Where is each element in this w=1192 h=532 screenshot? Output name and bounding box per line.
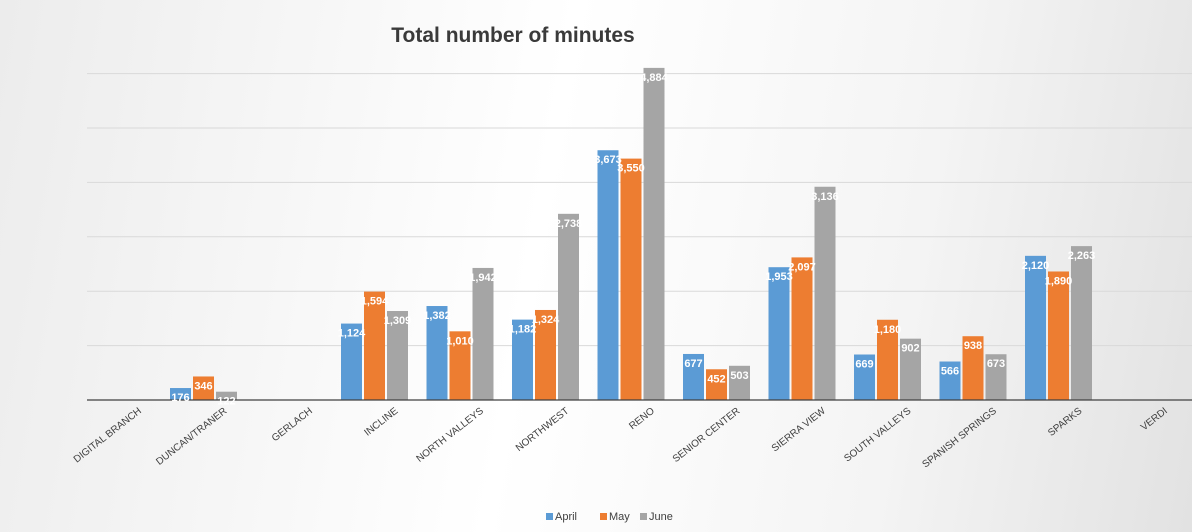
data-label: 3,550	[617, 163, 645, 175]
bar-june	[900, 338, 921, 400]
data-label: 1,953	[765, 271, 793, 283]
bar-june	[472, 267, 494, 400]
bar-may	[706, 369, 727, 400]
data-label: 346	[194, 380, 212, 392]
bar-may	[620, 158, 642, 400]
category-label: SOUTH VALLEYS	[842, 405, 913, 464]
category-label: RENO	[627, 406, 657, 433]
data-label: 1,382	[423, 310, 451, 322]
bar-may	[193, 376, 214, 400]
data-label: 669	[855, 359, 873, 371]
category-label: NORTHWEST	[514, 406, 571, 454]
data-label: 1,890	[1045, 275, 1073, 287]
bar-april	[512, 319, 533, 400]
legend-swatch	[546, 513, 553, 520]
legend-label: May	[609, 511, 630, 523]
data-label: 566	[941, 366, 959, 378]
bar-june	[558, 213, 579, 400]
data-label: 1,324	[532, 314, 560, 326]
data-label: 503	[730, 370, 748, 382]
data-label: 1,942	[469, 272, 497, 284]
legend-swatch	[600, 513, 607, 520]
data-label: 3,673	[594, 154, 622, 166]
data-label: 902	[901, 343, 919, 355]
legend-label: June	[649, 511, 673, 523]
data-label: 1,309	[384, 315, 412, 327]
bar-may	[364, 291, 385, 400]
category-label: DUNCAN/TRANER	[154, 406, 229, 468]
chart-title: Total number of minutes	[391, 24, 634, 47]
bar-april	[939, 361, 961, 400]
data-label: 2,120	[1022, 260, 1050, 272]
bar-june	[985, 354, 1007, 400]
data-label: 673	[987, 358, 1005, 370]
bar-june	[387, 310, 408, 400]
data-label: 2,738	[555, 218, 583, 230]
bar-june	[216, 391, 237, 400]
bar-april	[597, 150, 619, 400]
data-label: 3,136	[811, 191, 839, 203]
legend: April May June	[546, 511, 673, 523]
bars	[170, 67, 1092, 400]
category-label: DIGITAL BRANCH	[72, 406, 144, 466]
category-label: NORTH VALLEYS	[415, 405, 487, 464]
bar-may	[449, 331, 471, 400]
bar-april	[1025, 255, 1046, 400]
category-label: VERDI	[1139, 406, 1170, 433]
category-label: SPARKS	[1046, 406, 1084, 439]
bar-april	[426, 306, 448, 400]
category-label: SIERRA VIEW	[770, 405, 828, 454]
category-label: SPANISH SPRINGS	[920, 405, 999, 470]
category-label: GERLACH	[270, 406, 315, 444]
legend-label: April	[555, 511, 577, 523]
data-labels: 176 1,124 1,382 1,182 3,673 677 1,953 669 566 2,1…	[171, 72, 1095, 408]
data-label: 2,263	[1068, 250, 1096, 262]
bar-june	[729, 365, 750, 400]
data-label: 2,097	[788, 261, 816, 273]
category-labels: DIGITAL BRANCH DUNCAN/TRANER GERLACH INCLIN…	[72, 405, 1170, 470]
data-label: 938	[964, 340, 982, 352]
bar-june	[814, 186, 836, 400]
bar-may	[791, 257, 813, 400]
data-label: 1,182	[509, 324, 537, 336]
bar-april	[768, 267, 790, 400]
bar-may	[535, 309, 556, 400]
bar-may	[877, 319, 898, 400]
legend-swatch	[640, 513, 647, 520]
data-label: 1,124	[338, 328, 366, 340]
category-label: INCLINE	[362, 405, 400, 438]
bar-june	[643, 67, 665, 400]
data-label: 1,180	[874, 324, 902, 336]
data-label: 452	[707, 373, 725, 385]
bar-may	[1048, 271, 1069, 400]
bar-april	[341, 323, 362, 400]
data-label: 176	[171, 392, 189, 404]
bar-april	[683, 353, 704, 400]
bar-april	[854, 354, 875, 400]
bar-may	[962, 336, 984, 400]
data-label: 1,594	[361, 296, 389, 308]
category-label: SENIOR CENTER	[671, 406, 743, 465]
data-label: 677	[684, 358, 702, 370]
data-label: 1,010	[446, 335, 474, 347]
bar-june	[1071, 246, 1092, 400]
bar-april	[170, 388, 191, 400]
data-label: 4,884	[640, 72, 668, 84]
data-label: 122	[217, 396, 235, 408]
